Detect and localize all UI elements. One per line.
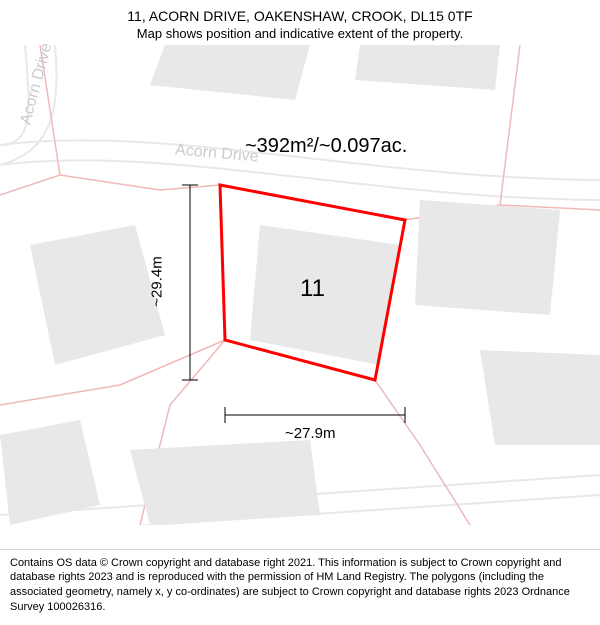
map-area: Acorn Drive Acorn Drive ~392m²/~0.097ac.…	[0, 45, 600, 525]
page-title: 11, ACORN DRIVE, OAKENSHAW, CROOK, DL15 …	[10, 8, 590, 24]
dimension-height-label: ~29.4m	[149, 256, 166, 306]
plot-number-label: 11	[300, 275, 325, 303]
copyright-text: Contains OS data © Crown copyright and d…	[10, 557, 570, 614]
header: 11, ACORN DRIVE, OAKENSHAW, CROOK, DL15 …	[0, 0, 600, 45]
page-subtitle: Map shows position and indicative extent…	[10, 26, 590, 41]
dimension-width-label: ~27.9m	[285, 425, 335, 442]
area-label: ~392m²/~0.097ac.	[245, 135, 407, 158]
footer: Contains OS data © Crown copyright and d…	[0, 549, 600, 625]
